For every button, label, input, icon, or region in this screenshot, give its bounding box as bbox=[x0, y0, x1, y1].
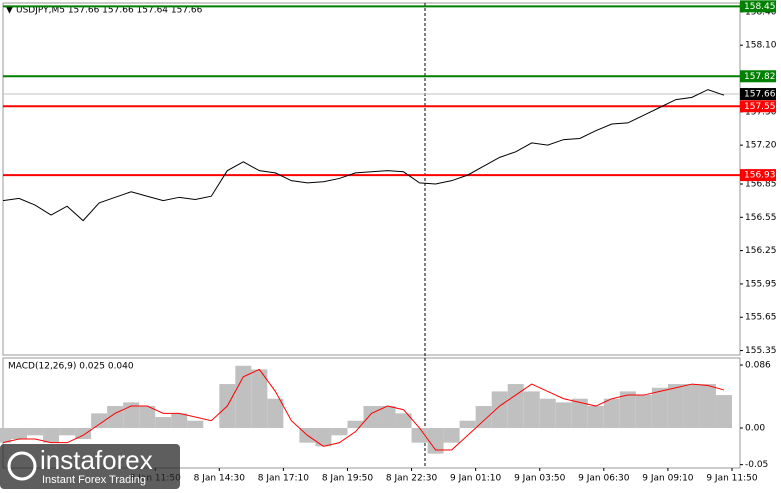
histogram-bar bbox=[667, 384, 684, 429]
histogram-bar bbox=[427, 428, 444, 454]
histogram-bar bbox=[123, 402, 140, 429]
histogram-bar bbox=[475, 406, 492, 429]
histogram-bar bbox=[347, 420, 364, 429]
histogram-bar bbox=[539, 398, 556, 429]
histogram-bar bbox=[363, 406, 380, 429]
histogram-bar bbox=[635, 395, 652, 429]
histogram-bar bbox=[139, 406, 156, 429]
level-label: 157.55 bbox=[744, 102, 776, 112]
histogram-bar bbox=[459, 420, 476, 429]
histogram-bar bbox=[443, 428, 460, 443]
histogram-bar bbox=[315, 428, 332, 447]
histogram-bar bbox=[523, 391, 540, 429]
histogram-bar bbox=[651, 387, 668, 429]
watermark-bg bbox=[0, 444, 180, 489]
x-tick-label: 9 Jan 06:30 bbox=[578, 474, 630, 484]
histogram-bar bbox=[11, 428, 28, 439]
y-tick-label: 157.20 bbox=[745, 141, 777, 151]
x-tick-label: 8 Jan 17:10 bbox=[258, 474, 310, 484]
signal-line bbox=[2, 368, 725, 451]
histogram-bar bbox=[155, 417, 172, 429]
price-title: USDJPY,M5 157.66 157.66 157.64 157.66 bbox=[16, 6, 203, 16]
x-tick-label: 9 Jan 03:50 bbox=[514, 474, 566, 484]
histogram-bar bbox=[379, 406, 396, 429]
level-label: 158.45 bbox=[744, 2, 776, 12]
y-tick-label: 155.65 bbox=[745, 313, 777, 323]
histogram-bar bbox=[59, 428, 76, 436]
histogram-bar bbox=[603, 398, 620, 429]
histogram-bar bbox=[507, 384, 524, 429]
histogram-bar bbox=[43, 428, 60, 443]
watermark-brand: instaforex bbox=[40, 445, 153, 475]
level-label-bg bbox=[740, 0, 776, 13]
histogram-bar bbox=[683, 384, 700, 429]
histogram-bar bbox=[395, 413, 412, 429]
title-marker: ▼ bbox=[6, 6, 13, 16]
histogram-bar bbox=[331, 428, 348, 436]
y-tick-label: 155.95 bbox=[745, 279, 777, 289]
y-tick-label: 156.85 bbox=[745, 179, 777, 189]
y-tick-label: 158.10 bbox=[745, 41, 777, 51]
y-tick-label: 155.35 bbox=[745, 346, 777, 356]
x-tick-label: 8 Jan 19:50 bbox=[322, 474, 374, 484]
histogram-bar bbox=[555, 402, 572, 429]
histogram-bar bbox=[491, 391, 508, 429]
last-price-label: 157.66 bbox=[744, 90, 776, 100]
level-label: 157.82 bbox=[744, 72, 776, 82]
level-label-bg bbox=[740, 70, 776, 83]
x-tick-label: 9 Jan 01:10 bbox=[450, 474, 502, 484]
x-tick-label: 8 Jan 22:30 bbox=[386, 474, 438, 484]
y-tick-label: 0.00 bbox=[745, 424, 765, 434]
histogram-bar bbox=[75, 428, 92, 439]
histogram-bar bbox=[91, 413, 108, 429]
histogram-bar bbox=[619, 391, 636, 429]
level-label: 156.93 bbox=[744, 171, 776, 181]
histogram-bar bbox=[571, 398, 588, 429]
x-tick-label: 9 Jan 09:10 bbox=[642, 474, 694, 484]
y-tick-label: 158.40 bbox=[745, 7, 777, 17]
watermark-icon bbox=[7, 451, 37, 481]
histogram-bar bbox=[411, 428, 428, 443]
y-tick-label: 156.25 bbox=[745, 246, 777, 256]
y-tick-label: 156.55 bbox=[745, 213, 777, 223]
price-panel bbox=[2, 2, 741, 356]
y-tick-label: 0.086 bbox=[745, 361, 771, 371]
y-tick-label: 157.50 bbox=[745, 107, 777, 117]
level-label-bg bbox=[740, 100, 776, 113]
histogram-bar bbox=[187, 420, 204, 429]
histogram-bar bbox=[587, 406, 604, 429]
level-label-bg bbox=[740, 169, 776, 182]
histogram-bar bbox=[251, 369, 268, 429]
x-tick-label: 8 Jan 14:30 bbox=[194, 474, 246, 484]
last-price-bg bbox=[740, 88, 776, 101]
histogram-bar bbox=[715, 395, 732, 429]
price-line bbox=[2, 89, 725, 222]
histogram-bar bbox=[171, 413, 188, 429]
macd-title: MACD(12,26,9) 0.025 0.040 bbox=[8, 362, 134, 372]
histogram-bar bbox=[699, 384, 716, 429]
histogram-bar bbox=[27, 428, 44, 436]
x-tick-label: 9 Jan 11:50 bbox=[706, 474, 758, 484]
histogram-bar bbox=[235, 365, 252, 429]
histogram-bar bbox=[267, 398, 284, 429]
watermark-tagline: Instant Forex Trading bbox=[42, 474, 146, 486]
y-tick-label: -0.05 bbox=[745, 460, 768, 470]
histogram-bar bbox=[0, 428, 11, 443]
